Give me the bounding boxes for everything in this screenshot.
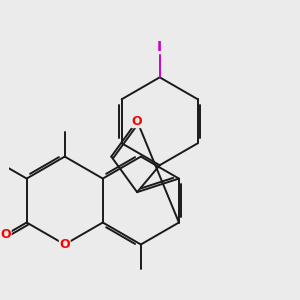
Text: O: O <box>0 228 11 241</box>
Text: O: O <box>132 115 142 128</box>
Text: I: I <box>157 40 162 54</box>
Text: O: O <box>59 238 70 251</box>
